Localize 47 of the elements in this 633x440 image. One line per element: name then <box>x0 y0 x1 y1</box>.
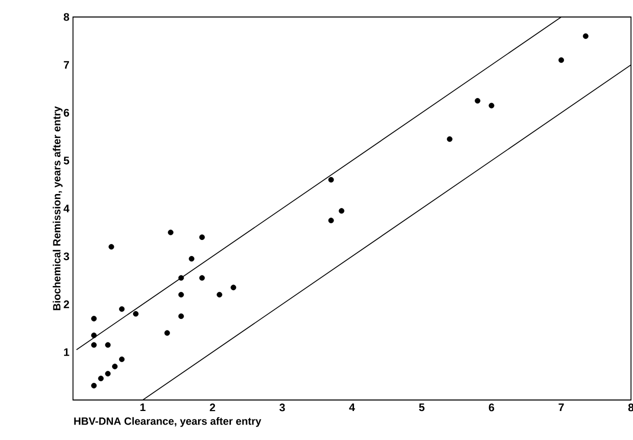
y-tick-label: 4 <box>64 204 70 212</box>
point <box>108 244 114 250</box>
x-tick-label: 5 <box>419 404 424 412</box>
point <box>105 342 111 348</box>
point <box>91 332 97 338</box>
point <box>188 256 194 262</box>
y-tick-label: 3 <box>64 252 70 260</box>
point <box>474 98 480 104</box>
point <box>119 356 125 362</box>
y-tick-label: 1 <box>64 348 70 356</box>
point <box>446 136 452 142</box>
y-tick-label: 6 <box>64 108 70 117</box>
x-tick-label: 6 <box>488 404 494 412</box>
point <box>328 218 334 224</box>
point <box>230 284 236 290</box>
y-tick-label: 2 <box>64 300 70 308</box>
y-tick-label: 7 <box>64 61 69 69</box>
point <box>328 176 334 183</box>
x-tick-label: 2 <box>210 404 216 412</box>
point <box>178 275 184 281</box>
x-tick-label: 3 <box>279 404 285 412</box>
point <box>105 370 111 376</box>
point <box>338 208 344 214</box>
x-axis-title: HBV-DNA Clearance, years after entry <box>74 417 262 427</box>
point <box>168 230 174 236</box>
x-tick-label: 1 <box>140 404 146 412</box>
point <box>178 313 184 320</box>
point <box>199 275 205 281</box>
point <box>91 316 97 322</box>
y-tick-label: 5 <box>64 156 70 164</box>
point <box>98 376 104 382</box>
x-tick-label: 4 <box>349 404 355 412</box>
y-axis-title: Biochemical Remission, years after entry <box>52 106 63 310</box>
point <box>164 330 170 336</box>
point <box>91 382 97 388</box>
point <box>112 364 118 370</box>
y-tick-label: 8 <box>64 13 70 21</box>
point <box>119 306 125 312</box>
point <box>132 311 139 317</box>
point <box>558 57 564 63</box>
point <box>91 342 97 348</box>
point <box>216 292 222 298</box>
point <box>488 102 494 108</box>
point <box>178 292 184 298</box>
point <box>582 33 588 39</box>
x-tick-label: 7 <box>558 404 564 412</box>
point <box>199 234 205 240</box>
